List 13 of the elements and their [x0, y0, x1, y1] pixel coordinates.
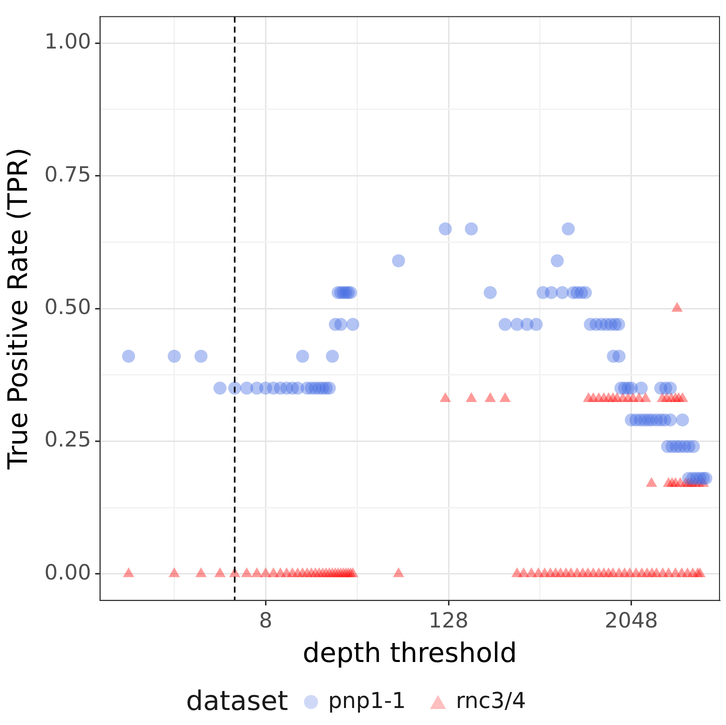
legend-title: dataset [186, 686, 288, 717]
legend-label: pnp1-1 [328, 689, 406, 714]
y-tick-label: 1.00 [44, 30, 92, 54]
x-tick-label: 128 [428, 608, 469, 632]
y-axis-title: True Positive Rate (TPR) [3, 148, 34, 470]
x-tick-label: 2048 [604, 608, 658, 632]
y-tick-label: 0.50 [44, 294, 92, 319]
x-axis-title: depth threshold [302, 638, 517, 669]
y-tick-label: 0.25 [44, 428, 92, 452]
y-tick-label: 0.00 [44, 560, 92, 584]
x-tick-label: 8 [258, 608, 272, 632]
y-tick-label: 0.75 [44, 162, 92, 186]
legend-label: rnc3/4 [456, 689, 526, 714]
